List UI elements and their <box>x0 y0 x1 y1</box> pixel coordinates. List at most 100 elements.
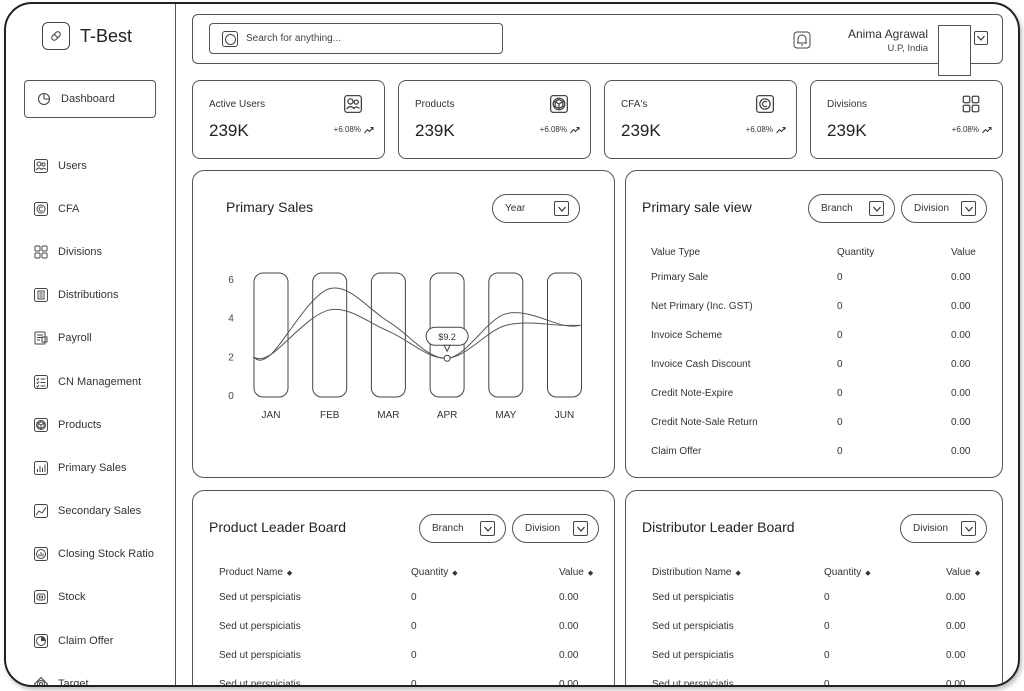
column-header[interactable]: Value ◆ <box>559 567 593 578</box>
table-cell: Sed ut perspiciatis <box>652 621 734 632</box>
column-header-label: Quantity <box>411 567 449 578</box>
sidebar-item-label: Users <box>58 159 87 172</box>
stat-card[interactable]: Divisions 239K +6.08% <box>810 80 1003 159</box>
division-dropdown[interactable]: Division <box>900 514 987 543</box>
user-menu-dropdown[interactable] <box>974 31 988 45</box>
search-input[interactable]: Search for anything... <box>209 23 503 54</box>
sidebar-item-cn-management[interactable]: CN Management <box>34 360 154 403</box>
sidebar-item-cfa[interactable]: CFA <box>34 187 154 230</box>
bar-slot <box>547 272 582 398</box>
x-tick-label: JAN <box>262 410 281 421</box>
stat-change: +6.08% <box>540 125 580 134</box>
division-dropdown[interactable]: Division <box>512 514 599 543</box>
column-header-label: Value <box>946 567 971 578</box>
dropdown-label: Year <box>505 203 526 214</box>
column-header[interactable]: Distribution Name ◆ <box>652 567 741 578</box>
bell-icon[interactable] <box>793 31 811 49</box>
table-cell: 0.00 <box>951 388 971 399</box>
stat-change-text: +6.08% <box>539 125 567 134</box>
divisions-icon <box>34 245 48 259</box>
sale-view-panel: Primary sale view Branch Division Value … <box>625 170 1003 478</box>
sidebar-item-label: Claim Offer <box>58 634 114 647</box>
bar-slot <box>253 272 289 398</box>
sidebar-item-claim-offer[interactable]: Claim Offer <box>34 619 154 662</box>
year-dropdown[interactable]: Year <box>492 194 580 223</box>
stat-card[interactable]: CFA's 239K +6.08% <box>604 80 797 159</box>
table-cell: 0.00 <box>946 650 966 661</box>
column-header[interactable]: Product Name ◆ <box>219 567 292 578</box>
table-cell: 0.00 <box>951 359 971 370</box>
stat-label: Divisions <box>827 99 868 110</box>
chevron-down-icon <box>961 201 976 216</box>
sidebar-item-target[interactable]: Target <box>34 662 154 685</box>
stat-change: +6.08% <box>952 125 992 134</box>
sidebar-item-dashboard[interactable]: Dashboard <box>24 80 156 118</box>
x-tick-label: MAR <box>377 410 399 421</box>
checklist-icon <box>34 374 48 389</box>
sidebar-item-divisions[interactable]: Divisions <box>34 230 154 273</box>
y-tick-label: 4 <box>228 314 234 325</box>
column-header-label: Product Name <box>219 567 283 578</box>
column-header: Quantity <box>837 247 874 258</box>
series-line <box>252 287 581 361</box>
table-cell: Sed ut perspiciatis <box>652 679 734 687</box>
trend-chart-icon <box>34 504 48 519</box>
products-icon <box>550 95 568 118</box>
column-header[interactable]: Quantity ◆ <box>824 567 871 578</box>
panel-title: Distributor Leader Board <box>642 519 795 535</box>
table-cell: 0.00 <box>951 446 971 457</box>
column-header[interactable]: Quantity ◆ <box>411 567 458 578</box>
chevron-down-icon <box>961 521 976 536</box>
dropdown-label: Division <box>913 523 949 534</box>
trend-up-icon <box>570 126 580 133</box>
trend-up-icon <box>364 126 374 133</box>
sidebar-item-secondary-sales[interactable]: Secondary Sales <box>34 490 154 533</box>
sidebar-item-label: Secondary Sales <box>58 505 142 518</box>
panel-title: Product Leader Board <box>209 519 346 535</box>
stat-change-text: +6.08% <box>745 125 773 134</box>
x-tick-label: APR <box>437 410 458 421</box>
table-cell: Claim Offer <box>651 446 702 457</box>
column-header[interactable]: Value ◆ <box>946 567 980 578</box>
table-cell: Invoice Cash Discount <box>651 359 751 370</box>
branch-dropdown[interactable]: Branch <box>419 514 506 543</box>
table-cell: 0.00 <box>559 592 579 603</box>
stat-value: 239K <box>415 121 455 140</box>
branch-dropdown[interactable]: Branch <box>808 194 895 223</box>
logo[interactable]: T-Best <box>42 22 132 50</box>
sidebar-item-distributions[interactable]: Distributions <box>34 274 154 317</box>
x-tick-label: MAY <box>495 410 516 421</box>
column-header-label: Quantity <box>824 567 862 578</box>
sidebar-item-stock[interactable]: Stock <box>34 576 154 619</box>
division-dropdown[interactable]: Division <box>901 194 987 223</box>
y-tick-label: 6 <box>228 275 234 286</box>
avatar[interactable] <box>938 25 971 76</box>
distributions-icon <box>34 288 48 303</box>
user-location: U.P, India <box>887 43 929 54</box>
stat-card[interactable]: Products 239K +6.08% <box>398 80 591 159</box>
table-cell: 0.00 <box>946 592 966 603</box>
table-cell: 0 <box>837 388 843 399</box>
claim-icon <box>34 633 48 648</box>
table-cell: Sed ut perspiciatis <box>219 592 301 603</box>
bar-chart-icon <box>34 460 48 475</box>
sidebar-item-payroll[interactable]: Payroll <box>34 317 154 360</box>
column-header-label: Value Type <box>651 247 701 258</box>
table-cell: 0.00 <box>946 621 966 632</box>
stat-label: CFA's <box>621 99 648 110</box>
stat-card[interactable]: Active Users 239K +6.08% <box>192 80 385 159</box>
sidebar-item-label: Distributions <box>58 289 119 302</box>
stat-value: 239K <box>621 121 661 140</box>
sidebar-item-products[interactable]: Products <box>34 403 154 446</box>
sidebar-item-label: Stock <box>58 591 86 604</box>
stat-change: +6.08% <box>746 125 786 134</box>
sidebar-nav: Users CFA Divisions Distributions Payroll CN … <box>34 144 154 685</box>
sidebar-item-users[interactable]: Users <box>34 144 154 187</box>
column-header-label: Value <box>951 247 976 258</box>
sort-icon: ◆ <box>974 570 981 577</box>
sidebar-item-closing-stock-ratio[interactable]: Closing Stock Ratio <box>34 533 154 576</box>
sidebar-item-label: CN Management <box>58 375 142 388</box>
bar-slot <box>488 272 524 398</box>
sidebar-item-primary-sales[interactable]: Primary Sales <box>34 446 154 489</box>
chevron-down-icon <box>573 521 588 536</box>
